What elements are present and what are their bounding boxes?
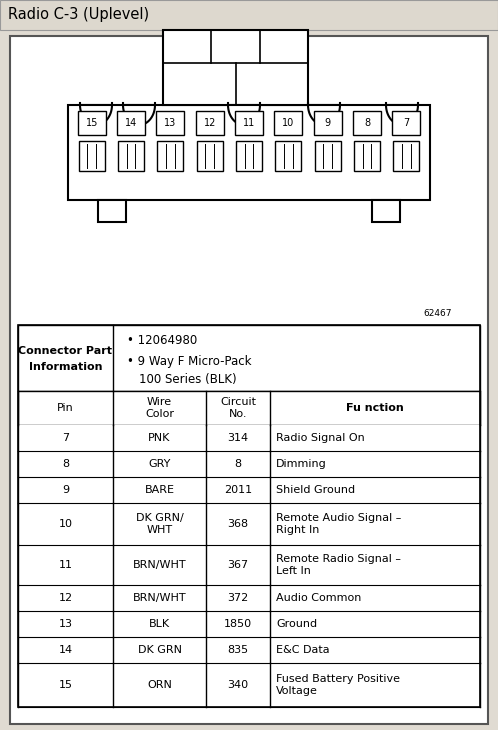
- Text: E&C Data: E&C Data: [276, 645, 330, 655]
- Bar: [18, 325, 480, 391]
- Text: 8: 8: [62, 459, 69, 469]
- Text: BRN/WHT: BRN/WHT: [132, 560, 186, 570]
- Text: 7: 7: [62, 433, 69, 443]
- Text: Radio C-3 (Uplevel): Radio C-3 (Uplevel): [8, 7, 149, 23]
- Text: 10: 10: [58, 519, 73, 529]
- Text: 62467: 62467: [423, 309, 452, 318]
- Text: 8: 8: [235, 459, 242, 469]
- Text: Radio Signal On: Radio Signal On: [276, 433, 365, 443]
- Text: Shield Ground: Shield Ground: [276, 485, 355, 495]
- Text: DK GRN/
WHT: DK GRN/ WHT: [135, 513, 183, 535]
- Text: • 12064980: • 12064980: [127, 334, 197, 347]
- Bar: [353, 111, 381, 135]
- Bar: [236, 141, 262, 171]
- Text: Wire
Color: Wire Color: [145, 397, 174, 419]
- Bar: [314, 111, 342, 135]
- Text: PNK: PNK: [148, 433, 171, 443]
- Bar: [18, 451, 480, 477]
- Text: 12: 12: [204, 118, 216, 128]
- Text: 10: 10: [282, 118, 294, 128]
- Text: 11: 11: [58, 560, 73, 570]
- Bar: [18, 325, 480, 707]
- Text: 14: 14: [125, 118, 137, 128]
- Text: 835: 835: [228, 645, 249, 655]
- Bar: [18, 425, 480, 451]
- Bar: [118, 141, 144, 171]
- Text: 11: 11: [243, 118, 255, 128]
- Bar: [196, 111, 224, 135]
- Bar: [18, 545, 480, 585]
- Text: Information: Information: [29, 362, 102, 372]
- Text: 100 Series (BLK): 100 Series (BLK): [139, 372, 237, 385]
- Text: 368: 368: [228, 519, 249, 529]
- Polygon shape: [228, 105, 260, 125]
- Bar: [274, 111, 302, 135]
- Text: Connector Part: Connector Part: [18, 346, 113, 356]
- Text: 367: 367: [228, 560, 249, 570]
- Bar: [117, 111, 145, 135]
- Bar: [157, 141, 183, 171]
- Polygon shape: [123, 105, 155, 125]
- Polygon shape: [80, 105, 112, 125]
- Text: 14: 14: [58, 645, 73, 655]
- Text: Remote Audio Signal –
Right In: Remote Audio Signal – Right In: [276, 513, 401, 535]
- Text: DK GRN: DK GRN: [137, 645, 181, 655]
- Text: GRY: GRY: [148, 459, 171, 469]
- Text: Pin: Pin: [57, 403, 74, 413]
- Bar: [392, 111, 420, 135]
- Text: • 9 Way F Micro-Pack: • 9 Way F Micro-Pack: [127, 355, 251, 367]
- Bar: [68, 105, 430, 200]
- Polygon shape: [308, 105, 340, 125]
- Bar: [0, 0, 498, 30]
- Bar: [197, 141, 223, 171]
- Bar: [18, 611, 480, 637]
- Text: 13: 13: [164, 118, 176, 128]
- Text: 372: 372: [228, 593, 249, 603]
- Text: 1850: 1850: [224, 619, 252, 629]
- Text: BLK: BLK: [149, 619, 170, 629]
- Bar: [235, 111, 263, 135]
- Bar: [18, 637, 480, 663]
- Bar: [275, 141, 301, 171]
- Text: 8: 8: [364, 118, 370, 128]
- Text: 15: 15: [86, 118, 98, 128]
- Bar: [354, 141, 380, 171]
- Bar: [18, 477, 480, 503]
- Bar: [78, 111, 106, 135]
- Text: BRN/WHT: BRN/WHT: [132, 593, 186, 603]
- Text: 314: 314: [228, 433, 249, 443]
- Text: Fu nction: Fu nction: [346, 403, 404, 413]
- Text: 7: 7: [403, 118, 409, 128]
- Text: 9: 9: [325, 118, 331, 128]
- Bar: [393, 141, 419, 171]
- Text: 9: 9: [62, 485, 69, 495]
- Text: 2011: 2011: [224, 485, 252, 495]
- Text: 340: 340: [228, 680, 249, 690]
- Text: ORN: ORN: [147, 680, 172, 690]
- Bar: [18, 503, 480, 545]
- Bar: [18, 391, 480, 425]
- Text: Dimming: Dimming: [276, 459, 327, 469]
- Text: 12: 12: [58, 593, 73, 603]
- Text: Remote Radio Signal –
Left In: Remote Radio Signal – Left In: [276, 554, 401, 576]
- Text: 13: 13: [58, 619, 73, 629]
- Bar: [18, 585, 480, 611]
- Text: Audio Common: Audio Common: [276, 593, 362, 603]
- Bar: [156, 111, 184, 135]
- Text: BARE: BARE: [144, 485, 174, 495]
- Polygon shape: [386, 105, 418, 125]
- Bar: [372, 200, 400, 222]
- Bar: [315, 141, 341, 171]
- Text: Ground: Ground: [276, 619, 317, 629]
- Bar: [79, 141, 105, 171]
- Bar: [163, 30, 308, 105]
- Bar: [98, 200, 126, 222]
- Bar: [18, 663, 480, 707]
- Text: Fused Battery Positive
Voltage: Fused Battery Positive Voltage: [276, 675, 400, 696]
- Text: Circuit
No.: Circuit No.: [220, 397, 256, 419]
- Text: 15: 15: [58, 680, 73, 690]
